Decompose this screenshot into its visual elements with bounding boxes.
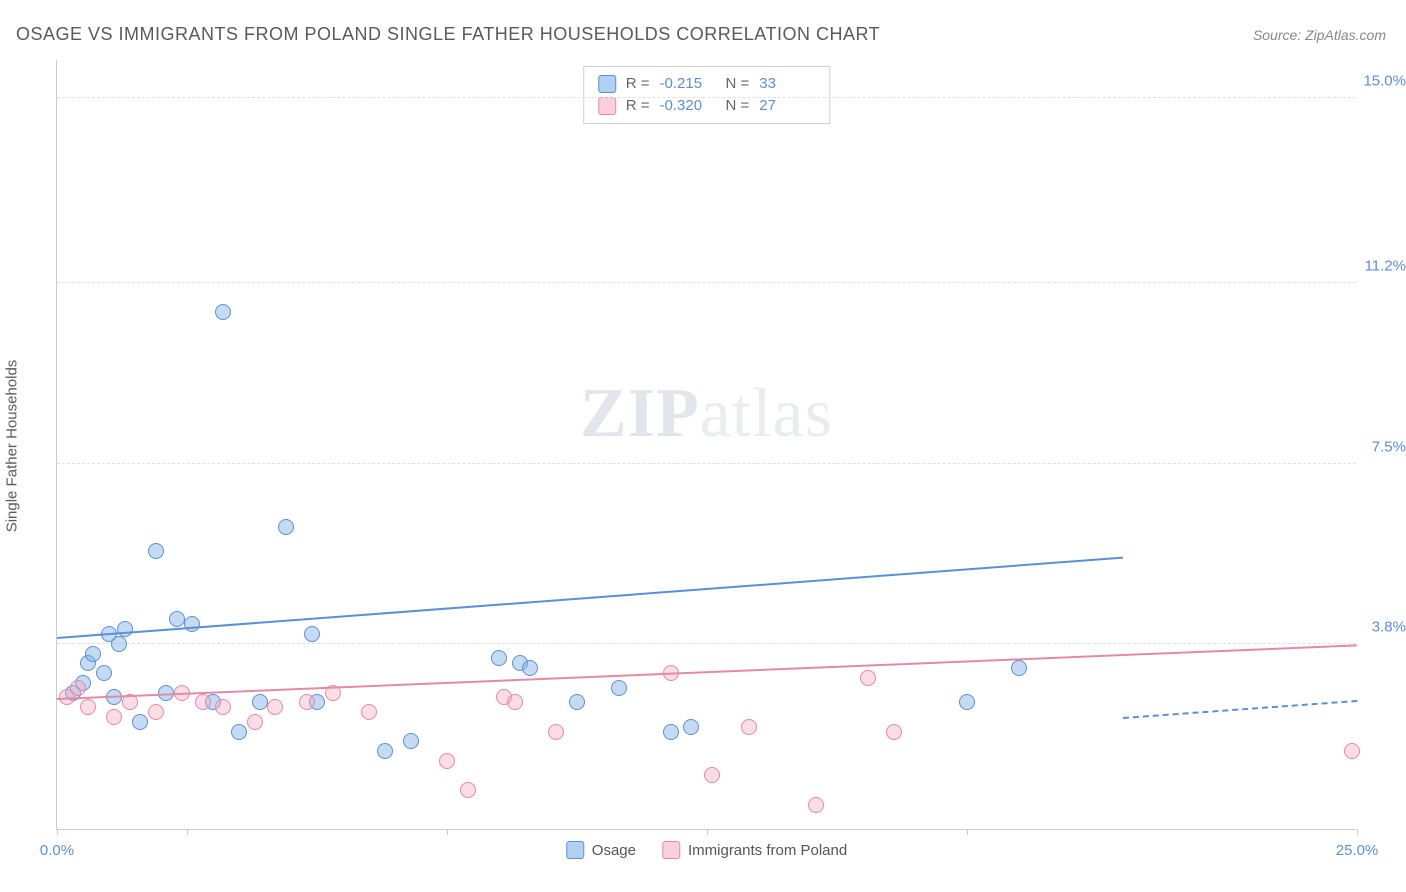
source-attribution: Source: ZipAtlas.com bbox=[1253, 27, 1386, 43]
legend-item-poland: Immigrants from Poland bbox=[662, 841, 847, 859]
data-point-osage bbox=[663, 724, 679, 740]
n-value-osage: 33 bbox=[759, 73, 815, 95]
trendline-dash-osage bbox=[1123, 700, 1357, 719]
x-tick bbox=[57, 829, 58, 835]
watermark: ZIPatlas bbox=[580, 374, 833, 454]
data-point-poland bbox=[299, 694, 315, 710]
data-point-osage bbox=[111, 636, 127, 652]
y-axis-label: Single Father Households bbox=[4, 360, 21, 533]
x-tick bbox=[1357, 829, 1358, 835]
data-point-osage bbox=[117, 621, 133, 637]
data-point-poland bbox=[860, 670, 876, 686]
legend-statistics: R = -0.215 N = 33 R = -0.320 N = 27 bbox=[583, 66, 831, 124]
data-point-osage bbox=[683, 719, 699, 735]
legend-series: Osage Immigrants from Poland bbox=[566, 841, 847, 859]
data-point-osage bbox=[491, 650, 507, 666]
swatch-osage-icon bbox=[598, 75, 616, 93]
legend-item-osage: Osage bbox=[566, 841, 636, 859]
trendline-osage bbox=[57, 557, 1123, 639]
data-point-osage bbox=[85, 646, 101, 662]
x-tick-label: 25.0% bbox=[1336, 842, 1379, 859]
data-point-poland bbox=[548, 724, 564, 740]
x-tick bbox=[707, 829, 708, 835]
y-tick-label: 11.2% bbox=[1365, 258, 1406, 275]
swatch-osage-icon bbox=[566, 841, 584, 859]
gridline bbox=[57, 643, 1356, 644]
data-point-poland bbox=[361, 704, 377, 720]
r-value-poland: -0.320 bbox=[660, 95, 716, 117]
y-tick-label: 15.0% bbox=[1363, 73, 1406, 90]
watermark-rest: atlas bbox=[700, 375, 833, 452]
data-point-poland bbox=[886, 724, 902, 740]
legend-row-osage: R = -0.215 N = 33 bbox=[598, 73, 816, 95]
data-point-osage bbox=[959, 694, 975, 710]
chart-plot-area: ZIPatlas R = -0.215 N = 33 R = -0.320 N … bbox=[56, 60, 1356, 830]
swatch-poland-icon bbox=[598, 97, 616, 115]
n-label: N = bbox=[726, 95, 750, 117]
x-tick-label: 0.0% bbox=[40, 842, 74, 859]
data-point-osage bbox=[1011, 660, 1027, 676]
data-point-poland bbox=[80, 699, 96, 715]
y-tick-label: 3.8% bbox=[1372, 618, 1406, 635]
r-label: R = bbox=[626, 95, 650, 117]
data-point-osage bbox=[522, 660, 538, 676]
data-point-poland bbox=[247, 714, 263, 730]
data-point-poland bbox=[704, 767, 720, 783]
chart-title: OSAGE VS IMMIGRANTS FROM POLAND SINGLE F… bbox=[16, 24, 880, 45]
data-point-poland bbox=[215, 699, 231, 715]
n-value-poland: 27 bbox=[759, 95, 815, 117]
data-point-poland bbox=[808, 797, 824, 813]
gridline bbox=[57, 97, 1356, 98]
data-point-osage bbox=[184, 616, 200, 632]
data-point-poland bbox=[195, 694, 211, 710]
data-point-osage bbox=[215, 304, 231, 320]
data-point-poland bbox=[741, 719, 757, 735]
gridline bbox=[57, 463, 1356, 464]
data-point-osage bbox=[403, 733, 419, 749]
r-value-osage: -0.215 bbox=[660, 73, 716, 95]
data-point-osage bbox=[304, 626, 320, 642]
watermark-zip: ZIP bbox=[580, 375, 700, 452]
data-point-poland bbox=[267, 699, 283, 715]
swatch-poland-icon bbox=[662, 841, 680, 859]
legend-row-poland: R = -0.320 N = 27 bbox=[598, 95, 816, 117]
r-label: R = bbox=[626, 73, 650, 95]
data-point-poland bbox=[439, 753, 455, 769]
data-point-osage bbox=[148, 543, 164, 559]
data-point-osage bbox=[252, 694, 268, 710]
trendline-poland bbox=[57, 644, 1357, 700]
data-point-osage bbox=[132, 714, 148, 730]
x-tick bbox=[187, 829, 188, 835]
y-tick-label: 7.5% bbox=[1372, 438, 1406, 455]
x-tick bbox=[967, 829, 968, 835]
data-point-poland bbox=[70, 680, 86, 696]
data-point-osage bbox=[96, 665, 112, 681]
gridline bbox=[57, 282, 1356, 283]
data-point-poland bbox=[1344, 743, 1360, 759]
data-point-poland bbox=[148, 704, 164, 720]
n-label: N = bbox=[726, 73, 750, 95]
legend-label-poland: Immigrants from Poland bbox=[688, 842, 847, 859]
data-point-osage bbox=[611, 680, 627, 696]
legend-label-osage: Osage bbox=[592, 842, 636, 859]
data-point-poland bbox=[106, 709, 122, 725]
data-point-osage bbox=[169, 611, 185, 627]
data-point-poland bbox=[507, 694, 523, 710]
data-point-osage bbox=[231, 724, 247, 740]
x-tick bbox=[447, 829, 448, 835]
data-point-poland bbox=[460, 782, 476, 798]
data-point-osage bbox=[278, 519, 294, 535]
data-point-osage bbox=[569, 694, 585, 710]
data-point-osage bbox=[377, 743, 393, 759]
